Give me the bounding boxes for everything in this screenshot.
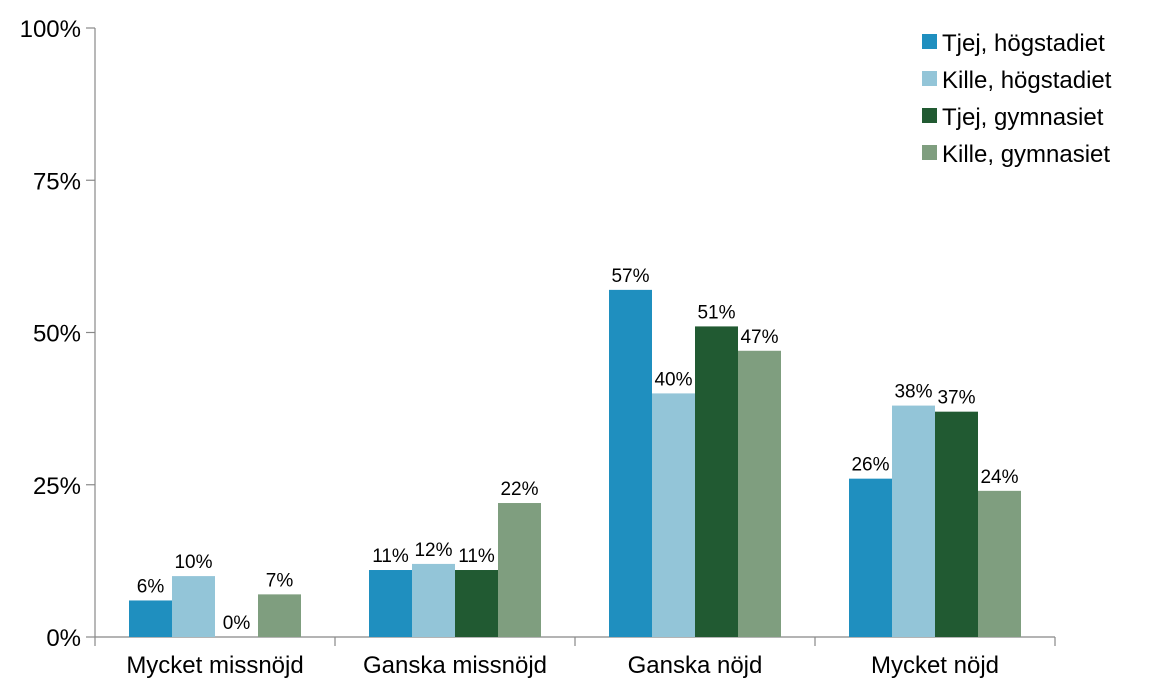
legend-label: Tjej, högstadiet [942, 30, 1105, 57]
y-axis: 0% 25% 50% 75% 100% [20, 16, 96, 652]
data-label: 37% [937, 388, 975, 409]
bar [369, 570, 412, 637]
data-label: 11% [372, 546, 409, 567]
y-tick-label: 75% [33, 168, 81, 195]
legend-label: Kille, högstadiet [942, 67, 1112, 94]
bar [978, 490, 1021, 637]
bar [129, 600, 172, 637]
bar [258, 594, 301, 637]
data-label: 0% [223, 613, 251, 634]
legend-swatch [922, 145, 937, 160]
x-tick-label: Mycket missnöjd [126, 652, 303, 678]
data-label: 38% [894, 382, 932, 403]
legend-swatch [922, 108, 937, 123]
data-label: 12% [414, 540, 452, 561]
bar [935, 411, 978, 637]
data-label: 24% [980, 467, 1018, 488]
x-tick-label: Ganska nöjd [628, 652, 763, 678]
legend: Tjej, högstadiet Kille, högstadiet Tjej, g… [922, 30, 1112, 168]
bar [412, 563, 455, 637]
bars [129, 289, 1021, 637]
y-tick-label: 0% [46, 625, 81, 652]
y-tick-label: 100% [20, 16, 81, 43]
data-label: 51% [697, 302, 735, 323]
y-tick-label: 50% [33, 321, 81, 348]
data-label: 26% [851, 455, 889, 476]
data-label: 57% [611, 266, 649, 287]
bar [172, 576, 215, 637]
bar [609, 289, 652, 637]
bar [652, 393, 695, 637]
data-label: 10% [174, 552, 212, 573]
y-tick-label: 25% [33, 473, 81, 500]
legend-label: Tjej, gymnasiet [942, 104, 1104, 131]
bar [849, 478, 892, 637]
data-label: 47% [740, 327, 778, 348]
legend-label: Kille, gymnasiet [942, 141, 1110, 168]
legend-swatch [922, 71, 937, 86]
x-axis: Mycket missnöjd Ganska missnöjd Ganska nöj… [94, 636, 1056, 678]
data-label: 22% [500, 479, 538, 500]
data-label: 40% [654, 369, 692, 390]
x-tick-label: Ganska missnöjd [363, 652, 547, 678]
bar [892, 405, 935, 637]
data-label: 7% [266, 570, 294, 591]
bar [738, 350, 781, 637]
data-label: 11% [458, 546, 495, 567]
data-labels: 6% 11% 57% 26% 10% 12% 40% 38% 0% 11% 51% 37% 7% 22% 4… [137, 266, 1019, 634]
bar [455, 570, 498, 637]
x-tick-label: Mycket nöjd [871, 652, 999, 678]
bar [498, 503, 541, 637]
bar [695, 326, 738, 637]
data-label: 6% [137, 576, 165, 597]
legend-swatch [922, 34, 937, 49]
